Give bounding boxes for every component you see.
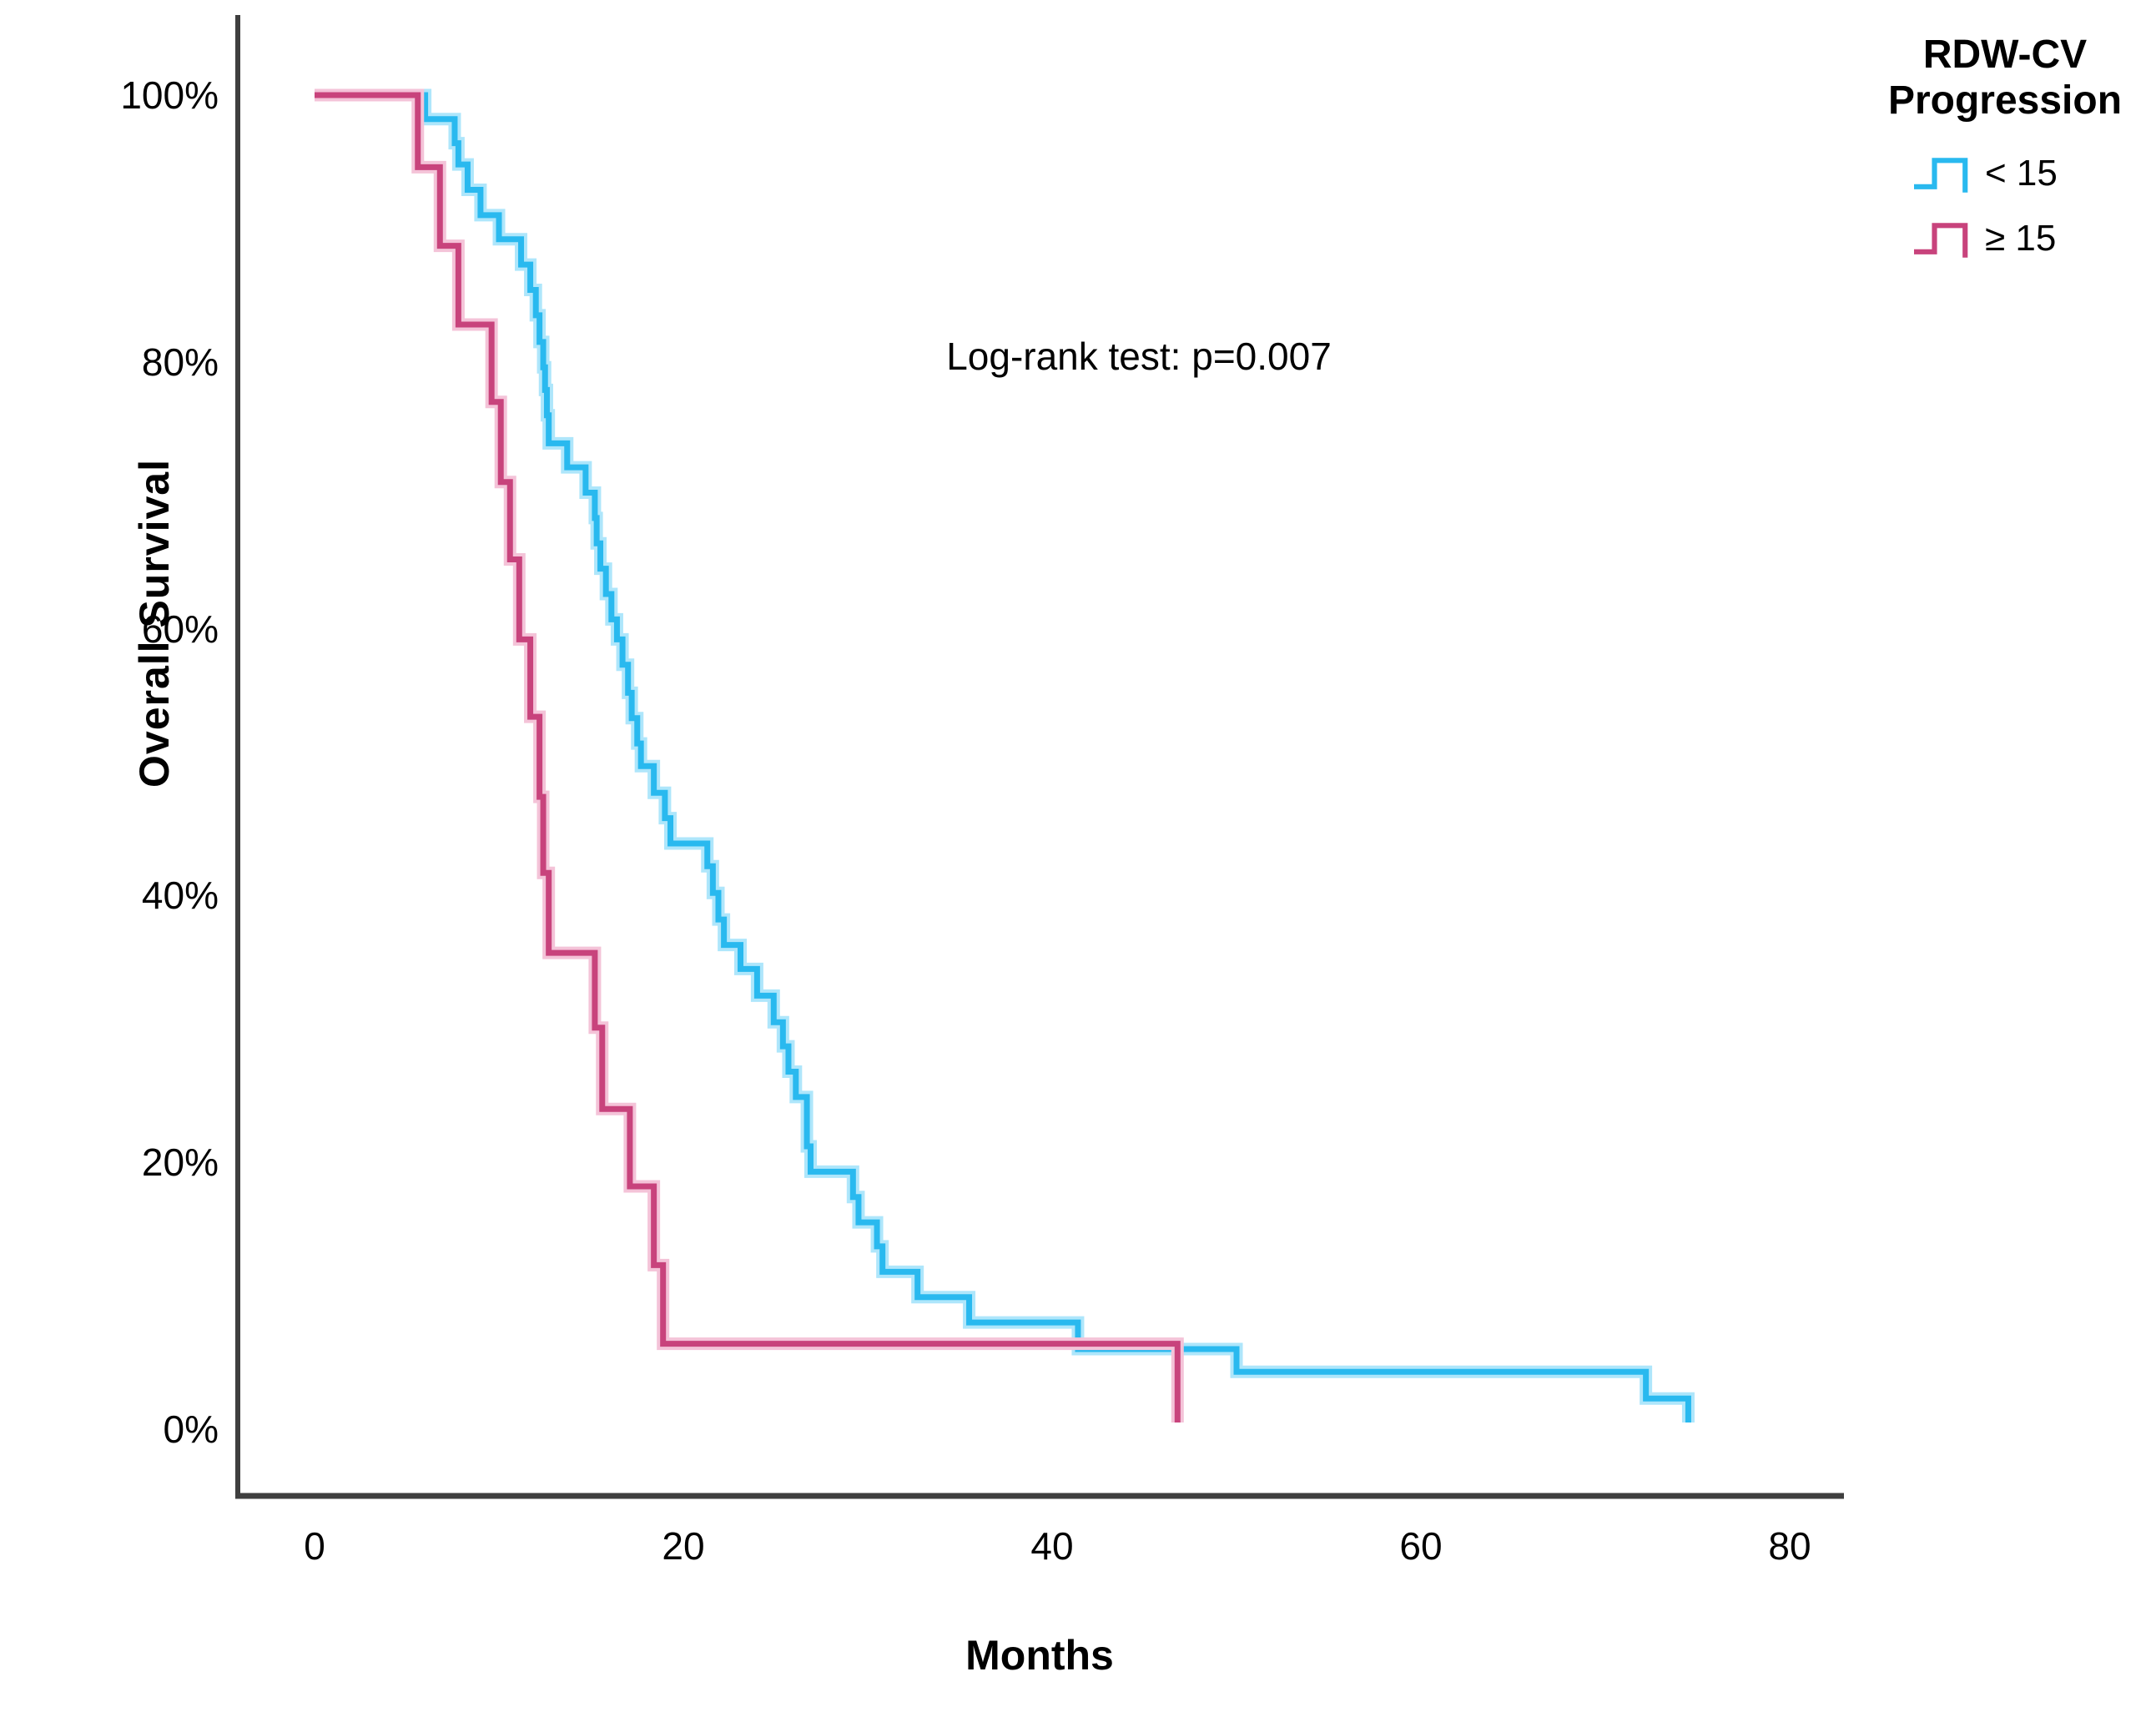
legend-title-line1: RDW-CV (1922, 33, 2088, 77)
x-axis-title: Months (965, 1632, 1114, 1679)
legend-item-label: < 15 (1985, 153, 2058, 194)
y-tick-label: 40% (141, 874, 219, 918)
series-lt15-curve (315, 92, 1691, 1423)
y-tick-label: 100% (120, 73, 219, 117)
survival-curves (315, 88, 1695, 1423)
legend-items: < 15 ≥ 15 (1856, 147, 2153, 265)
series-ge15-curve (315, 92, 1181, 1423)
y-axis-title: Overall Survival (131, 458, 179, 788)
legend-title-line2: Progression (1887, 78, 2123, 123)
series-lt15-halo (315, 88, 1695, 1423)
legend-step-swatch-icon (1914, 223, 1968, 259)
x-tick-label: 20 (662, 1524, 705, 1568)
x-tick-label: 40 (1030, 1524, 1074, 1568)
series-ge15-halo (315, 88, 1184, 1423)
legend-item-ge15: ≥ 15 (1907, 212, 2153, 265)
legend-title: RDW-CV Progression (1856, 32, 2153, 123)
y-tick-label: 80% (141, 340, 219, 384)
x-tick-label: 0 (304, 1524, 325, 1568)
y-tick-label: 60% (141, 607, 219, 651)
legend-item-lt15: < 15 (1907, 147, 2153, 200)
y-tick-label: 0% (163, 1407, 219, 1451)
log-rank-annotation: Log-rank test: p=0.007 (946, 335, 1332, 378)
x-tick-label: 60 (1399, 1524, 1443, 1568)
legend: RDW-CV Progression < 15 ≥ 15 (1856, 32, 2153, 277)
legend-step-swatch-icon (1914, 158, 1968, 194)
x-tick-label: 80 (1768, 1524, 1811, 1568)
legend-item-label: ≥ 15 (1985, 218, 2057, 259)
y-tick-label: 20% (141, 1140, 219, 1185)
